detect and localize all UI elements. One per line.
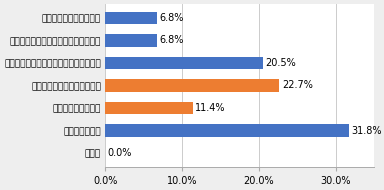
Bar [105, 102, 193, 114]
Text: 20.5%: 20.5% [265, 58, 296, 68]
Bar [105, 79, 280, 92]
Text: 31.8%: 31.8% [352, 126, 382, 136]
Text: 6.8%: 6.8% [160, 35, 184, 45]
Bar [105, 12, 157, 24]
Text: 22.7%: 22.7% [282, 81, 313, 90]
Bar [105, 57, 263, 69]
Text: 0.0%: 0.0% [108, 148, 132, 158]
Bar [105, 124, 349, 137]
Text: 11.4%: 11.4% [195, 103, 225, 113]
Text: 6.8%: 6.8% [160, 13, 184, 23]
Bar [105, 34, 157, 47]
